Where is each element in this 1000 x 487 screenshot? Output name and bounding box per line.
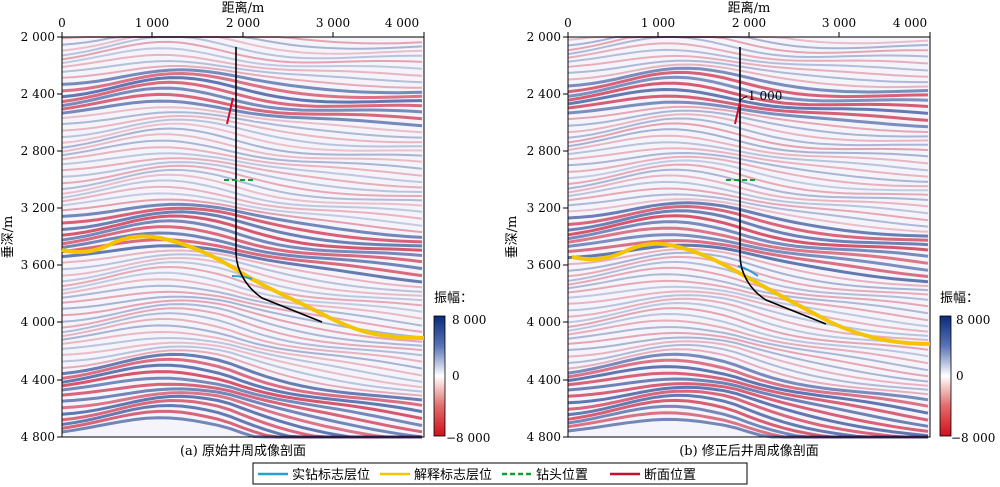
colorbar-scale xyxy=(939,315,952,437)
y-tick-label: 2 800 xyxy=(527,144,561,158)
legend-label: 钻头位置 xyxy=(536,468,588,483)
seismic-section xyxy=(567,36,930,439)
y-tick-label: 2 000 xyxy=(21,30,55,44)
y-tick-label: 4 800 xyxy=(21,430,55,444)
y-tick-label: 3 200 xyxy=(527,201,561,215)
y-tick-label: 4 000 xyxy=(21,315,55,329)
colorbar-mid: 0 xyxy=(452,369,460,383)
depth-annotation: 1 000 xyxy=(748,89,782,103)
x-axis-title: 距离/m xyxy=(728,0,771,16)
y-tick-label: 4 400 xyxy=(21,373,55,387)
colorbar: 振幅： 8 000 0 −8 000 xyxy=(939,291,995,445)
legend: 实钻标志层位 解释标志层位 钻头位置 断面位置 xyxy=(252,462,748,485)
panel-b: 0 1 000 2 000 3 000 4 000 距离/m 2 000 2 4… xyxy=(505,0,995,459)
colorbar-max: 8 000 xyxy=(956,313,990,327)
y-axis-title: 垂深/m xyxy=(1,216,16,259)
legend-label: 实钻标志层位 xyxy=(292,468,370,483)
x-axis-title: 距离/m xyxy=(222,0,265,16)
well-path xyxy=(235,47,323,323)
x-tick-label: 1 000 xyxy=(641,16,675,30)
x-tick-label: 1 000 xyxy=(135,16,169,30)
panel-caption: (a) 原始井周成像剖面 xyxy=(180,444,306,459)
x-tick-label: 3 000 xyxy=(316,16,350,30)
seismic-section xyxy=(61,36,424,439)
x-tick-label: 4 000 xyxy=(385,16,419,30)
colorbar-min: −8 000 xyxy=(446,431,490,445)
colorbar-min: −8 000 xyxy=(951,431,995,445)
y-tick-label: 3 600 xyxy=(527,258,561,272)
y-tick-label: 2 000 xyxy=(527,30,561,44)
y-tick-label: 3 200 xyxy=(21,201,55,215)
y-axis: 2 000 2 400 2 800 3 200 3 600 4 000 4 40… xyxy=(505,30,568,444)
fault-plane-marker xyxy=(226,97,234,125)
colorbar-max: 8 000 xyxy=(452,313,486,327)
x-axis: 0 1 000 2 000 3 000 4 000 距离/m xyxy=(564,0,931,37)
x-tick-label: 0 xyxy=(58,16,66,30)
panel-a: 0 1 000 2 000 3 000 4 000 距离/m 2 000 2 4… xyxy=(1,0,490,459)
colorbar-scale xyxy=(433,315,446,437)
x-tick-label: 3 000 xyxy=(822,16,856,30)
y-tick-label: 2 400 xyxy=(527,87,561,101)
y-axis-title: 垂深/m xyxy=(505,216,520,259)
drilled-horizon xyxy=(737,265,759,277)
y-tick-label: 2 400 xyxy=(21,87,55,101)
interpreted-horizon xyxy=(61,234,425,340)
y-axis: 2 000 2 400 2 800 3 200 3 600 4 000 4 40… xyxy=(1,30,62,444)
colorbar-title: 振幅： xyxy=(434,291,473,306)
well-path xyxy=(739,47,827,325)
x-tick-label: 0 xyxy=(564,16,572,30)
legend-label: 断面位置 xyxy=(644,468,696,483)
interpreted-horizon xyxy=(571,241,931,346)
legend-frame xyxy=(252,462,748,485)
y-tick-label: 4 000 xyxy=(527,315,561,329)
x-axis: 0 1 000 2 000 3 000 4 000 距离/m xyxy=(58,0,425,37)
colorbar: 振幅： 8 000 0 −8 000 xyxy=(433,291,490,445)
x-tick-label: 4 000 xyxy=(893,16,927,30)
y-tick-label: 2 800 xyxy=(21,144,55,158)
x-tick-label: 2 000 xyxy=(732,16,766,30)
colorbar-mid: 0 xyxy=(956,369,964,383)
panel-caption: (b) 修正后井周成像剖面 xyxy=(679,444,819,459)
x-tick-label: 2 000 xyxy=(226,16,260,30)
colorbar-title: 振幅： xyxy=(940,291,979,306)
y-tick-label: 4 400 xyxy=(527,373,561,387)
y-tick-label: 4 800 xyxy=(527,430,561,444)
legend-label: 解释标志层位 xyxy=(414,468,492,483)
depth-annotation-leader xyxy=(739,95,748,101)
y-tick-label: 3 600 xyxy=(21,258,55,272)
fault-plane-marker xyxy=(734,101,741,125)
